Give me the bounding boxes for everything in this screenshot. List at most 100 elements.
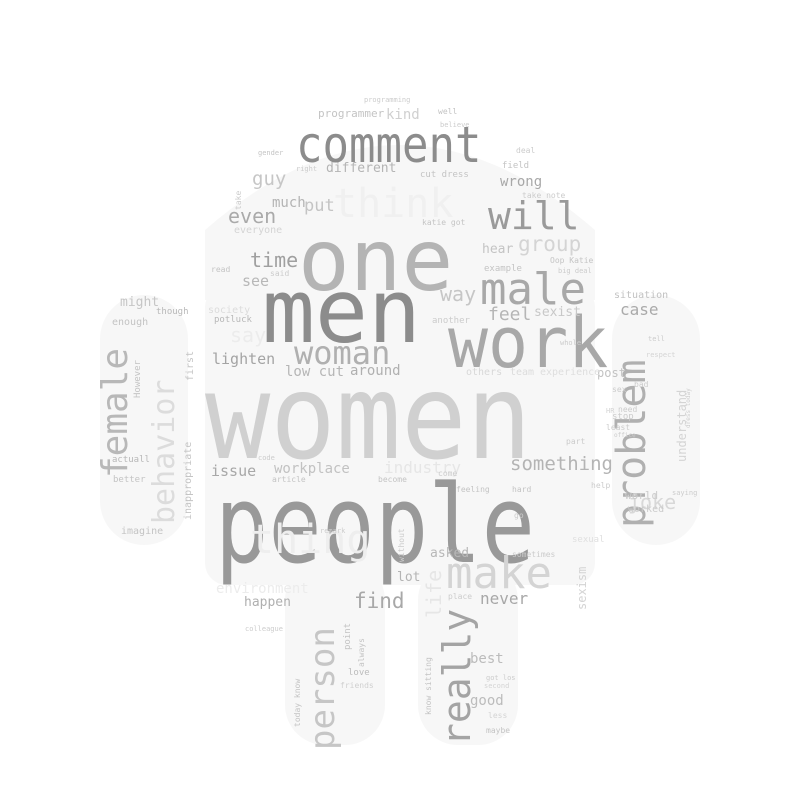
word: point	[343, 622, 353, 650]
word: take	[234, 190, 243, 210]
word: place	[448, 592, 473, 601]
word: society	[208, 305, 251, 316]
word: really	[435, 608, 479, 746]
word: case	[620, 300, 659, 319]
word: without	[397, 528, 406, 562]
word: sexism	[575, 566, 589, 610]
word: find	[354, 589, 405, 613]
word: women	[205, 348, 532, 486]
word: field	[502, 161, 530, 171]
word: sex	[612, 385, 627, 394]
word: work	[448, 302, 609, 384]
word: group	[518, 232, 582, 256]
word: kind	[386, 107, 420, 123]
word: less	[488, 711, 508, 720]
word: gender	[258, 149, 284, 157]
word: lot	[397, 570, 421, 585]
word: post	[597, 366, 626, 380]
word: right	[296, 165, 318, 173]
word: time	[250, 248, 299, 272]
word: people	[215, 463, 535, 588]
word: different	[326, 161, 397, 176]
word: much	[272, 195, 306, 211]
word: remark	[320, 527, 346, 535]
word: take note	[522, 191, 566, 200]
word: hard	[512, 485, 532, 494]
word: dress today	[685, 388, 692, 428]
word: male	[480, 264, 586, 315]
word: katie got	[422, 218, 466, 227]
word: everyone	[234, 225, 283, 236]
word: life	[422, 569, 446, 618]
word: team	[510, 367, 535, 378]
word: article	[272, 475, 306, 484]
word: industry	[384, 458, 462, 477]
word: men	[262, 260, 421, 363]
word: something	[510, 453, 613, 475]
word: low cut	[285, 364, 345, 380]
word: tell	[648, 335, 665, 343]
word: However	[133, 360, 143, 398]
word: always	[357, 638, 366, 667]
word: read	[211, 265, 231, 274]
word: environment	[216, 581, 309, 597]
word: make	[446, 548, 552, 599]
word: put	[304, 196, 335, 216]
word: hear	[482, 242, 514, 257]
word: around	[350, 363, 401, 379]
word: HR	[606, 407, 615, 415]
word: another	[432, 316, 470, 326]
word: example	[484, 264, 522, 274]
word: good	[470, 693, 504, 709]
word: whole	[560, 339, 582, 347]
word: believe	[440, 121, 470, 129]
word: deal	[516, 146, 536, 155]
word: Oop Katie	[550, 256, 594, 265]
word: even	[228, 204, 277, 228]
word: say	[230, 323, 267, 347]
word: maybe	[486, 726, 511, 735]
word: see	[242, 272, 270, 290]
word: code	[258, 454, 275, 462]
word: come	[438, 469, 458, 478]
word: world	[625, 489, 659, 502]
word: potluck	[214, 315, 252, 325]
word: help	[591, 481, 611, 490]
word: person	[303, 627, 343, 750]
word: first	[185, 350, 196, 381]
word: stop	[612, 412, 634, 422]
word: know sitting	[424, 657, 433, 715]
word: lighten	[212, 350, 276, 368]
word: comment	[296, 116, 482, 174]
word: big deal	[558, 267, 592, 275]
word: saying	[672, 489, 698, 497]
word: feeling	[456, 485, 490, 494]
word: might	[120, 295, 160, 310]
word: behavior	[147, 379, 182, 525]
word: friends	[340, 681, 374, 690]
word: one	[298, 211, 454, 311]
word: asked	[430, 546, 470, 561]
word: programmer	[318, 107, 385, 120]
word: will	[488, 194, 580, 238]
word: go	[514, 511, 524, 520]
word: today know	[293, 678, 302, 727]
word: guy	[252, 168, 287, 190]
word: least	[606, 423, 631, 432]
word: bad	[634, 380, 649, 389]
word: got los	[486, 674, 516, 682]
word: love	[348, 668, 370, 678]
word: sometimes	[512, 550, 556, 559]
word: workplace	[274, 461, 350, 477]
word: experience	[540, 367, 601, 378]
word: well	[438, 107, 458, 116]
word: though	[156, 307, 189, 317]
word: way	[440, 282, 477, 306]
word: others	[466, 367, 503, 378]
word: better	[113, 475, 146, 485]
word: woman	[294, 334, 391, 372]
word: issue	[211, 462, 257, 480]
word: feel	[488, 304, 532, 325]
